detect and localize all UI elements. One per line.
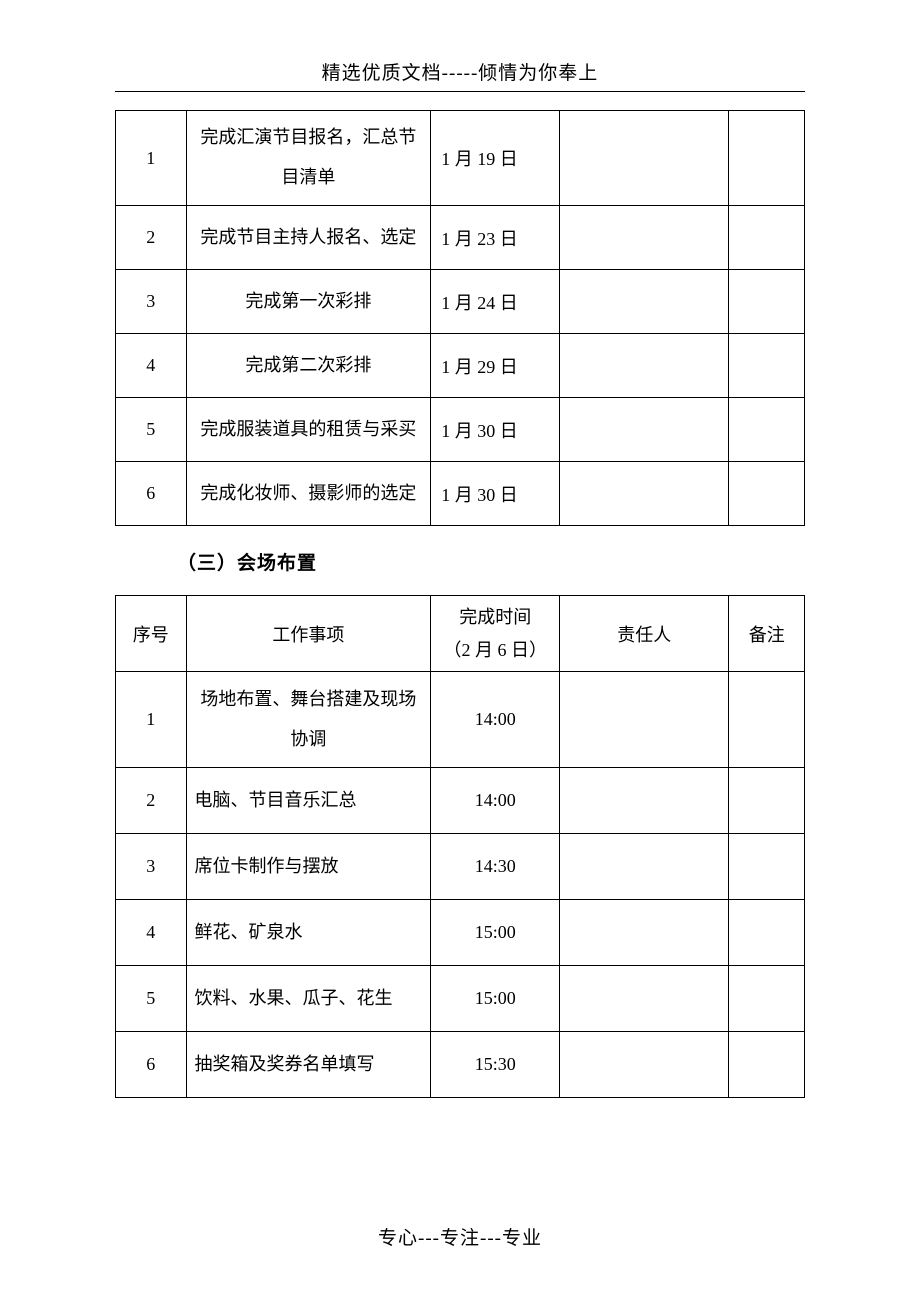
table-header-row: 序号 工作事项 完成时间 （2 月 6 日） 责任人 备注 bbox=[116, 596, 805, 672]
cell-remark bbox=[729, 111, 805, 206]
cell-num: 3 bbox=[116, 270, 187, 334]
cell-remark bbox=[729, 398, 805, 462]
cell-task: 抽奖箱及奖券名单填写 bbox=[186, 1032, 431, 1098]
cell-num: 1 bbox=[116, 111, 187, 206]
table-row: 3 席位卡制作与摆放 14:30 bbox=[116, 834, 805, 900]
cell-date: 1 月 29 日 bbox=[431, 334, 560, 398]
cell-task: 场地布置、舞台搭建及现场协调 bbox=[186, 672, 431, 768]
table-row: 5 饮料、水果、瓜子、花生 15:00 bbox=[116, 966, 805, 1032]
cell-date: 1 月 24 日 bbox=[431, 270, 560, 334]
header-underline bbox=[115, 91, 805, 92]
table-row: 4 鲜花、矿泉水 15:00 bbox=[116, 900, 805, 966]
cell-person bbox=[560, 900, 729, 966]
table-2-wrapper: 序号 工作事项 完成时间 （2 月 6 日） 责任人 备注 1 场地布置、舞台搭… bbox=[115, 595, 805, 1098]
cell-remark bbox=[729, 462, 805, 526]
cell-date: 1 月 19 日 bbox=[431, 111, 560, 206]
table-row: 4 完成第二次彩排 1 月 29 日 bbox=[116, 334, 805, 398]
cell-num: 2 bbox=[116, 768, 187, 834]
table-row: 2 电脑、节目音乐汇总 14:00 bbox=[116, 768, 805, 834]
cell-task: 完成第二次彩排 bbox=[186, 334, 431, 398]
cell-time: 15:00 bbox=[431, 900, 560, 966]
cell-remark bbox=[729, 768, 805, 834]
header-num: 序号 bbox=[116, 596, 187, 672]
cell-time: 15:00 bbox=[431, 966, 560, 1032]
cell-person bbox=[560, 334, 729, 398]
cell-remark bbox=[729, 672, 805, 768]
cell-person bbox=[560, 270, 729, 334]
cell-remark bbox=[729, 834, 805, 900]
cell-task: 席位卡制作与摆放 bbox=[186, 834, 431, 900]
cell-person bbox=[560, 834, 729, 900]
page-header-title: 精选优质文档-----倾情为你奉上 bbox=[115, 58, 805, 85]
cell-remark bbox=[729, 966, 805, 1032]
table-row: 2 完成节目主持人报名、选定 1 月 23 日 bbox=[116, 206, 805, 270]
cell-person bbox=[560, 462, 729, 526]
cell-num: 1 bbox=[116, 672, 187, 768]
cell-time: 14:00 bbox=[431, 768, 560, 834]
page-footer: 专心---专注---专业 bbox=[0, 1223, 920, 1250]
cell-num: 2 bbox=[116, 206, 187, 270]
table-row: 5 完成服装道具的租赁与采买 1 月 30 日 bbox=[116, 398, 805, 462]
header-task: 工作事项 bbox=[186, 596, 431, 672]
cell-time: 15:30 bbox=[431, 1032, 560, 1098]
cell-remark bbox=[729, 270, 805, 334]
cell-num: 3 bbox=[116, 834, 187, 900]
cell-date: 1 月 30 日 bbox=[431, 398, 560, 462]
cell-num: 5 bbox=[116, 398, 187, 462]
cell-time: 14:00 bbox=[431, 672, 560, 768]
cell-remark bbox=[729, 334, 805, 398]
table-row: 6 抽奖箱及奖券名单填写 15:30 bbox=[116, 1032, 805, 1098]
cell-num: 4 bbox=[116, 900, 187, 966]
cell-person bbox=[560, 206, 729, 270]
cell-person bbox=[560, 672, 729, 768]
cell-num: 4 bbox=[116, 334, 187, 398]
header-remark: 备注 bbox=[729, 596, 805, 672]
table-row: 1 完成汇演节目报名，汇总节目清单 1 月 19 日 bbox=[116, 111, 805, 206]
section-heading-venue: （三）会场布置 bbox=[115, 548, 805, 575]
cell-person bbox=[560, 1032, 729, 1098]
schedule-table-2: 序号 工作事项 完成时间 （2 月 6 日） 责任人 备注 1 场地布置、舞台搭… bbox=[115, 595, 805, 1098]
cell-num: 6 bbox=[116, 462, 187, 526]
cell-task: 完成服装道具的租赁与采买 bbox=[186, 398, 431, 462]
cell-task: 完成汇演节目报名，汇总节目清单 bbox=[186, 111, 431, 206]
cell-num: 6 bbox=[116, 1032, 187, 1098]
table-1-wrapper: 1 完成汇演节目报名，汇总节目清单 1 月 19 日 2 完成节目主持人报名、选… bbox=[115, 110, 805, 526]
cell-date: 1 月 30 日 bbox=[431, 462, 560, 526]
cell-task: 鲜花、矿泉水 bbox=[186, 900, 431, 966]
cell-task: 电脑、节目音乐汇总 bbox=[186, 768, 431, 834]
cell-person bbox=[560, 768, 729, 834]
cell-person bbox=[560, 398, 729, 462]
cell-person bbox=[560, 111, 729, 206]
page-container: 精选优质文档-----倾情为你奉上 1 完成汇演节目报名，汇总节目清单 1 月 … bbox=[0, 0, 920, 1098]
cell-remark bbox=[729, 1032, 805, 1098]
header-person: 责任人 bbox=[560, 596, 729, 672]
table-row: 3 完成第一次彩排 1 月 24 日 bbox=[116, 270, 805, 334]
cell-remark bbox=[729, 206, 805, 270]
cell-num: 5 bbox=[116, 966, 187, 1032]
cell-remark bbox=[729, 900, 805, 966]
cell-task: 完成节目主持人报名、选定 bbox=[186, 206, 431, 270]
header-time: 完成时间 （2 月 6 日） bbox=[431, 596, 560, 672]
schedule-table-1: 1 完成汇演节目报名，汇总节目清单 1 月 19 日 2 完成节目主持人报名、选… bbox=[115, 110, 805, 526]
cell-person bbox=[560, 966, 729, 1032]
table-row: 1 场地布置、舞台搭建及现场协调 14:00 bbox=[116, 672, 805, 768]
cell-task: 完成化妆师、摄影师的选定 bbox=[186, 462, 431, 526]
cell-task: 饮料、水果、瓜子、花生 bbox=[186, 966, 431, 1032]
cell-time: 14:30 bbox=[431, 834, 560, 900]
table-row: 6 完成化妆师、摄影师的选定 1 月 30 日 bbox=[116, 462, 805, 526]
cell-date: 1 月 23 日 bbox=[431, 206, 560, 270]
cell-task: 完成第一次彩排 bbox=[186, 270, 431, 334]
